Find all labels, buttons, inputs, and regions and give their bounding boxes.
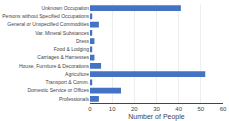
svg-text:Carriages & Harnesses: Carriages & Harnesses — [37, 54, 89, 60]
svg-text:Var. Mineral Substances: Var. Mineral Substances — [35, 30, 89, 36]
svg-text:General or Unspecified Commodi: General or Unspecified Commodities — [7, 21, 89, 27]
svg-text:30: 30 — [153, 106, 160, 112]
svg-text:Agriculture: Agriculture — [65, 71, 89, 77]
svg-text:Persons without Specified Occu: Persons without Specified Occupations — [2, 13, 89, 19]
svg-text:20: 20 — [131, 106, 138, 112]
svg-text:50: 50 — [197, 106, 204, 112]
svg-text:0: 0 — [88, 106, 92, 112]
svg-text:Unknown Occupation: Unknown Occupation — [41, 5, 89, 11]
svg-text:10: 10 — [109, 106, 116, 112]
svg-text:Professionals: Professionals — [59, 96, 90, 102]
svg-text:Dress: Dress — [76, 38, 90, 44]
svg-text:Domestic Service or Offices: Domestic Service or Offices — [27, 87, 89, 93]
svg-text:Food & Lodging: Food & Lodging — [54, 46, 90, 52]
svg-text:40: 40 — [175, 106, 182, 112]
svg-text:60: 60 — [220, 106, 227, 112]
svg-text:Number of People: Number of People — [128, 113, 185, 121]
svg-text:House, Furniture & Decorations: House, Furniture & Decorations — [19, 63, 90, 69]
svg-text:Transport & Comm.: Transport & Comm. — [46, 79, 89, 85]
